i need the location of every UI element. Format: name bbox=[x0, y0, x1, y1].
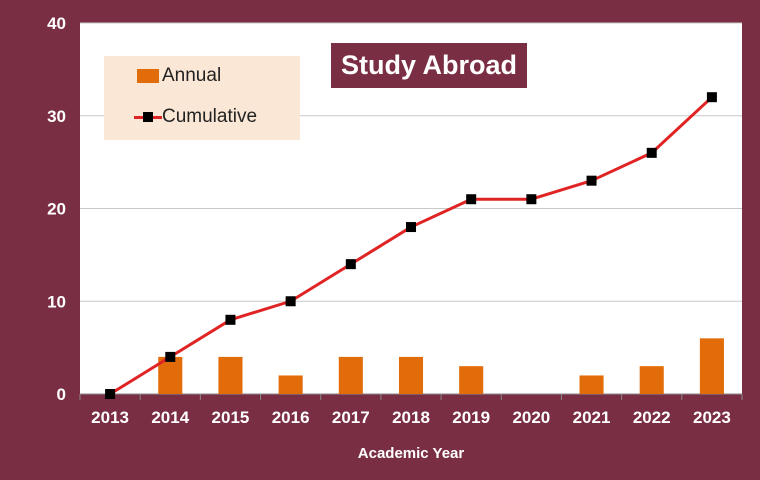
legend: Annual Cumulative bbox=[104, 56, 300, 140]
bar-annual-2016 bbox=[278, 375, 303, 394]
legend-label-cumulative: Cumulative bbox=[162, 106, 258, 127]
x-tick-label: 2018 bbox=[392, 408, 430, 427]
y-tick-label: 0 bbox=[57, 385, 66, 404]
point-cumulative-2013 bbox=[105, 389, 116, 399]
legend-bar-swatch-icon bbox=[137, 69, 159, 83]
bar-annual-2015 bbox=[218, 356, 243, 394]
point-cumulative-2014 bbox=[165, 351, 176, 362]
bar-annual-2019 bbox=[459, 366, 484, 394]
point-cumulative-2015 bbox=[225, 314, 236, 325]
x-tick-label: 2019 bbox=[452, 408, 490, 427]
point-cumulative-2018 bbox=[406, 222, 416, 233]
x-axis-title: Academic Year bbox=[358, 445, 465, 462]
point-cumulative-2022 bbox=[646, 147, 657, 158]
y-tick-label: 40 bbox=[47, 14, 66, 33]
point-cumulative-2016 bbox=[285, 296, 296, 307]
point-cumulative-2017 bbox=[345, 259, 356, 270]
y-tick-label: 10 bbox=[47, 292, 66, 311]
x-tick-label: 2016 bbox=[272, 408, 310, 427]
x-tick-label: 2023 bbox=[693, 408, 731, 427]
x-tick-label: 2021 bbox=[573, 408, 611, 427]
bar-annual-2021 bbox=[579, 375, 604, 394]
legend-item-annual: Annual bbox=[104, 63, 300, 89]
y-tick-label: 20 bbox=[47, 200, 66, 219]
bar-annual-2017 bbox=[338, 356, 363, 394]
bar-annual-2022 bbox=[639, 366, 664, 394]
x-tick-label: 2015 bbox=[212, 408, 250, 427]
x-tick-label: 2017 bbox=[332, 408, 370, 427]
bar-annual-2023 bbox=[699, 338, 724, 394]
x-tick-label: 2022 bbox=[633, 408, 671, 427]
chart-title: Study Abroad bbox=[331, 43, 527, 88]
x-tick-label: 2014 bbox=[151, 408, 189, 427]
legend-label-annual: Annual bbox=[162, 65, 222, 86]
point-cumulative-2019 bbox=[466, 194, 477, 205]
x-tick-label: 2013 bbox=[91, 408, 129, 427]
legend-marker-icon bbox=[143, 112, 153, 122]
x-tick-label: 2020 bbox=[512, 408, 550, 427]
y-tick-label: 30 bbox=[47, 107, 66, 126]
legend-item-cumulative: Cumulative bbox=[104, 104, 300, 130]
point-cumulative-2021 bbox=[586, 175, 597, 186]
point-cumulative-2023 bbox=[706, 92, 717, 103]
bar-annual-2018 bbox=[398, 356, 424, 394]
point-cumulative-2020 bbox=[526, 194, 537, 205]
